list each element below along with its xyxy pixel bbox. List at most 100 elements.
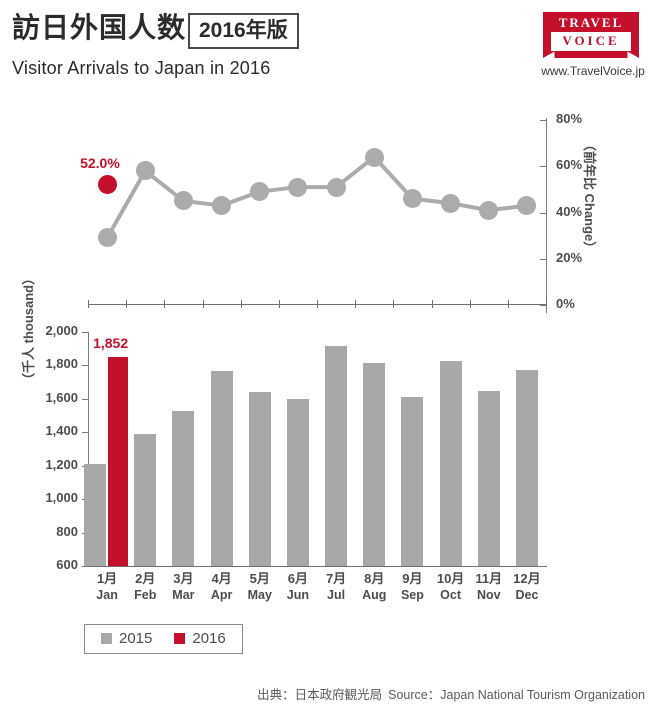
bar-chart-y-tick	[82, 332, 89, 333]
line-chart-point-2015[interactable]	[479, 200, 499, 220]
bar-2015[interactable]	[134, 434, 157, 566]
logo-word-voice-background	[551, 32, 631, 51]
page-subtitle-english: Visitor Arrivals to Japan in 2016	[12, 58, 271, 78]
logo-ribbon-icon: TRAVEL VOICE	[543, 12, 639, 58]
legend-label-2016: 2016	[192, 630, 226, 647]
bar-2015[interactable]	[401, 396, 424, 566]
line-chart-y-tick	[540, 166, 547, 168]
x-label-japanese: 10月	[436, 571, 465, 586]
line-chart-point-2015[interactable]	[135, 161, 155, 181]
bar-chart-value-annotation: 1,852	[93, 334, 129, 351]
line-chart-x-tick	[240, 300, 242, 308]
bar-2015[interactable]	[210, 371, 233, 566]
line-chart-y-tick-label: 80%	[556, 111, 583, 126]
line-chart-point-2016[interactable]	[97, 175, 117, 195]
bar-2015[interactable]	[172, 411, 195, 566]
bar-2015[interactable]	[325, 345, 348, 566]
bar-chart-y-axis-title: （千人 thousand）	[21, 271, 36, 386]
bar-chart-x-label: 6月 Jun	[276, 570, 320, 604]
line-chart-x-tick	[164, 300, 166, 308]
visitor-arrivals-bar-chart: 2,000 1,800 1,600 1,400 1,200 1,000 800 600 （千人…	[0, 272, 655, 616]
line-chart-x-tick	[507, 300, 509, 308]
year-badge: 2016年版	[188, 13, 299, 49]
x-label-japanese: 2月	[135, 571, 156, 586]
x-label-japanese: 5月	[249, 571, 270, 586]
bar-chart-x-label: 10月 Oct	[429, 570, 473, 604]
logo-word-travel: TRAVEL	[558, 15, 624, 30]
x-label-japanese: 6月	[287, 571, 309, 586]
x-label-english: Dec	[515, 588, 539, 602]
line-chart-point-2015[interactable]	[288, 177, 308, 197]
logo-website-url[interactable]: www.TravelVoice.jp	[541, 64, 645, 78]
line-chart-y-tick	[540, 212, 547, 214]
line-chart-y-tick-label: 40%	[556, 203, 583, 219]
bar-2015[interactable]	[248, 391, 271, 566]
line-chart-y-tick-label: 0%	[556, 296, 575, 311]
x-label-japanese: 8月	[364, 571, 385, 586]
line-chart-series-path	[105, 155, 529, 240]
line-chart-y-tick	[540, 258, 547, 260]
bar-chart-y-tick	[82, 365, 89, 367]
x-label-japanese: 11月	[475, 571, 503, 586]
x-label-english: Aug	[362, 588, 387, 602]
bar-chart-x-axis	[88, 566, 547, 567]
line-chart-point-2015[interactable]	[250, 182, 270, 202]
line-chart-y-tick-label: 20%	[556, 249, 583, 265]
line-chart-y-axis	[546, 118, 547, 313]
yoy-change-line-chart: 80% 60% 40% 20% 0% （前年比 Change） 52.0%	[0, 108, 655, 313]
x-label-english: Nov	[476, 588, 501, 602]
x-label-english: Jan	[96, 588, 118, 602]
bar-chart-x-label: 8月 Aug	[352, 570, 396, 604]
bar-chart-x-label: 9月 Sep	[390, 570, 434, 604]
bar-2015[interactable]	[515, 369, 538, 566]
line-chart-x-tick	[355, 300, 357, 308]
line-chart-point-2015[interactable]	[97, 228, 117, 248]
page-header: 訪日外国人数 2016年版 Visitor Arrivals to Japan …	[0, 0, 655, 105]
line-chart-point-2015[interactable]	[364, 147, 384, 167]
line-chart-y-tick	[540, 305, 547, 306]
legend-item-2016[interactable]: 2016	[174, 630, 226, 647]
bar-2015[interactable]	[286, 398, 309, 566]
legend-swatch-2016-icon	[174, 633, 186, 644]
page-title-japanese: 訪日外国人数	[12, 12, 187, 43]
line-chart-x-tick	[126, 300, 128, 308]
x-label-english: Sep	[400, 588, 424, 602]
bar-chart-y-tick-label: 2,000	[45, 323, 78, 338]
line-chart-point-2015[interactable]	[402, 189, 422, 209]
bar-chart-x-label: 5月 May	[238, 570, 282, 604]
chart-legend: 2015 2016	[84, 624, 243, 654]
bar-chart-x-label: 2月 Feb	[123, 570, 167, 604]
x-label-english: Oct	[440, 588, 461, 602]
x-label-english: May	[247, 588, 272, 602]
x-label-japanese: 3月	[173, 571, 194, 586]
legend-item-2015[interactable]: 2015	[101, 630, 152, 647]
bar-2015[interactable]	[477, 390, 500, 566]
line-chart-point-2015[interactable]	[517, 196, 537, 216]
line-chart-point-2015[interactable]	[441, 193, 461, 213]
legend-label-2015: 2015	[119, 630, 153, 647]
line-chart-point-2015[interactable]	[212, 196, 232, 216]
bar-chart-y-tick	[82, 566, 89, 567]
bar-2015[interactable]	[363, 362, 386, 566]
source-note-japanese: 出典：日本政府観光局	[257, 688, 383, 702]
x-label-japanese: 12月	[513, 571, 541, 586]
line-chart-x-tick	[88, 300, 89, 308]
bar-2015[interactable]	[84, 464, 107, 566]
bar-chart-y-axis	[88, 332, 89, 566]
bar-2015[interactable]	[439, 360, 462, 566]
x-label-japanese: 1月	[96, 571, 118, 586]
bar-chart-x-label: 7月 Jul	[314, 570, 358, 604]
logo-word-voice: VOICE	[562, 33, 620, 48]
line-chart-y-tick-label: 60%	[556, 157, 583, 173]
bar-chart-y-tick-label: 1,200	[45, 456, 78, 472]
line-chart-point-2015[interactable]	[326, 177, 346, 197]
bar-chart-y-tick-label: 600	[56, 557, 78, 572]
bar-chart-y-tick	[82, 398, 89, 400]
bar-chart-y-tick-label: 1,400	[45, 423, 78, 439]
travelvoice-logo[interactable]: TRAVEL VOICE www.TravelVoice.jp	[541, 12, 645, 78]
bar-chart-y-tick	[82, 432, 89, 434]
bar-2016[interactable]	[108, 356, 129, 566]
line-chart-point-2015[interactable]	[173, 191, 193, 211]
line-chart-x-tick	[469, 300, 471, 308]
x-label-english: Jun	[286, 588, 310, 602]
